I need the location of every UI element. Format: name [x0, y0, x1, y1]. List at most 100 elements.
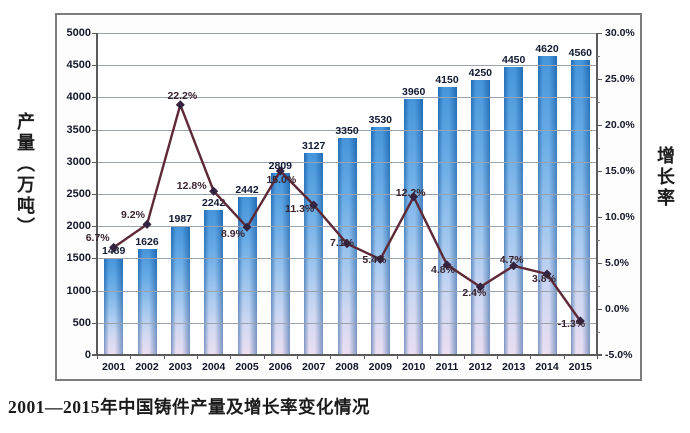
bar-value-label: 2242 — [201, 196, 226, 209]
growth-rate-label: 12.2% — [395, 186, 426, 199]
growth-rate-label: 6.7% — [85, 232, 110, 245]
growth-rate-label: 4.7% — [499, 253, 524, 266]
growth-rate-label: -1.3% — [557, 317, 586, 330]
bar-value-label: 2442 — [235, 183, 259, 196]
bar-value-label: 1987 — [168, 213, 193, 226]
left-axis-tick-label: 500 — [72, 316, 91, 329]
growth-rate-label: 3.8% — [532, 273, 556, 286]
right-axis-tick-label: 15.0% — [605, 165, 635, 177]
x-axis-label-2002: 2002 — [135, 361, 159, 373]
right-axis-tick-label: -5.0% — [605, 349, 633, 361]
x-axis-label-2007: 2007 — [301, 361, 326, 373]
left-axis-tick-label: 3000 — [66, 155, 91, 168]
growth-rate-label: 9.2% — [121, 209, 145, 222]
bar-2012 — [470, 80, 490, 354]
left-axis-tick-label: 2000 — [66, 220, 91, 233]
bar-value-label: 4450 — [501, 54, 526, 67]
bar-value-label: 3960 — [401, 85, 426, 98]
left-axis-tick-mark — [92, 226, 97, 228]
x-axis-tick-mark — [297, 355, 298, 359]
right-axis-minor-tick — [597, 194, 600, 195]
gridline — [97, 161, 597, 163]
left-axis-tick-mark — [92, 194, 97, 195]
left-axis-tick-mark — [92, 355, 97, 356]
x-axis-tick-mark — [130, 355, 132, 359]
x-axis-label-2008: 2008 — [335, 361, 359, 373]
bar-value-label: 1626 — [135, 236, 159, 249]
gridline — [97, 226, 597, 228]
growth-rate-label: 7.1% — [330, 236, 354, 249]
right-axis-tick-mark — [597, 171, 602, 172]
x-axis-tick-mark — [397, 355, 398, 359]
growth-rate-line — [113, 100, 582, 322]
right-axis-minor-tick — [597, 148, 600, 149]
line-marker — [275, 166, 285, 176]
left-axis-tick-label: 2500 — [66, 188, 91, 200]
bar-value-label: 4150 — [435, 73, 459, 86]
gridline — [97, 97, 597, 99]
right-axis-title: 增长率 — [655, 146, 675, 209]
growth-rate-label: 11.3% — [285, 203, 315, 216]
x-axis-tick-mark — [263, 355, 265, 359]
right-axis-minor-tick — [597, 286, 600, 287]
bar-value-label: 4250 — [468, 67, 493, 80]
left-axis-tick-label: 4500 — [66, 59, 91, 72]
right-axis-tick-mark — [597, 33, 602, 34]
right-axis-minor-tick — [597, 56, 600, 57]
growth-rate-label: 22.2% — [167, 89, 198, 102]
x-axis-tick-mark — [430, 355, 432, 359]
right-axis-tick-mark — [597, 309, 602, 310]
x-axis-tick-mark — [163, 355, 165, 359]
x-axis-label-2004: 2004 — [201, 361, 226, 373]
left-axis-tick-mark — [92, 258, 97, 260]
gridline — [97, 194, 597, 195]
growth-rate-label: 5.4% — [362, 254, 387, 267]
plot-area: 5000 4500 4000 3500 3000 2500 2000 1500 1000 500 0… — [67, 27, 635, 373]
growth-rate-label: 12.8% — [176, 180, 207, 193]
x-axis-label-2014: 2014 — [535, 361, 559, 373]
gridline — [97, 322, 597, 324]
left-axis-tick-mark — [92, 97, 97, 99]
left-axis-tick-label: 1000 — [66, 284, 91, 297]
gridline — [97, 290, 597, 292]
bar-value-label: 3350 — [335, 125, 359, 138]
right-axis-tick-mark — [597, 263, 602, 264]
growth-rate-label: 15.0% — [266, 174, 297, 186]
x-axis-tick-mark — [530, 355, 532, 359]
x-axis-tick-mark — [563, 355, 565, 359]
x-axis-label-2010: 2010 — [401, 361, 426, 373]
x-axis-tick-mark — [363, 355, 365, 359]
right-axis-minor-tick — [597, 102, 600, 103]
line-marker — [309, 200, 319, 210]
bar-2007 — [304, 152, 324, 354]
right-axis-tick-label: 10.0% — [605, 211, 635, 223]
gridline — [97, 258, 597, 260]
left-axis-tick-mark — [92, 33, 97, 34]
x-axis-label-2011: 2011 — [435, 361, 459, 373]
x-axis-tick-mark — [597, 355, 598, 359]
right-axis-tick-mark — [597, 79, 602, 80]
growth-rate-label: 8.9% — [221, 228, 245, 241]
x-axis-tick-mark — [197, 355, 198, 359]
bar-2003 — [170, 226, 190, 354]
right-axis-minor-tick — [597, 240, 600, 241]
left-axis-tick-mark — [92, 65, 97, 67]
bar-value-label: 4560 — [568, 47, 593, 60]
left-axis-tick-label: 0 — [84, 349, 91, 361]
line-marker — [575, 316, 585, 326]
x-axis-tick-mark — [497, 355, 498, 359]
x-axis-label-2013: 2013 — [501, 361, 526, 373]
bar-2006 — [270, 173, 290, 354]
growth-rate-label: 2.4% — [462, 286, 487, 299]
bar-2011 — [437, 86, 457, 354]
line-marker — [142, 219, 152, 229]
x-axis-label-2005: 2005 — [235, 361, 259, 373]
right-axis-tick-label: 30.0% — [605, 27, 635, 39]
x-axis-label-2003: 2003 — [168, 361, 193, 373]
left-axis-title: 产量（万吨） — [15, 112, 35, 238]
bar-2002 — [137, 249, 157, 354]
x-axis-label-2009: 2009 — [368, 361, 393, 373]
chart-panel: 5000 4500 4000 3500 3000 2500 2000 1500 1000 500 0… — [55, 13, 642, 381]
left-axis-tick-label: 1500 — [66, 252, 91, 265]
